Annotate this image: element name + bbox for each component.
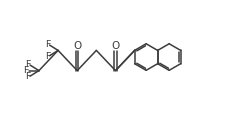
Text: F: F	[45, 52, 50, 61]
Text: O: O	[111, 41, 120, 51]
Text: F: F	[25, 60, 31, 69]
Text: F: F	[45, 40, 50, 49]
Text: O: O	[73, 41, 81, 51]
Text: F: F	[24, 66, 29, 75]
Text: F: F	[25, 72, 31, 81]
